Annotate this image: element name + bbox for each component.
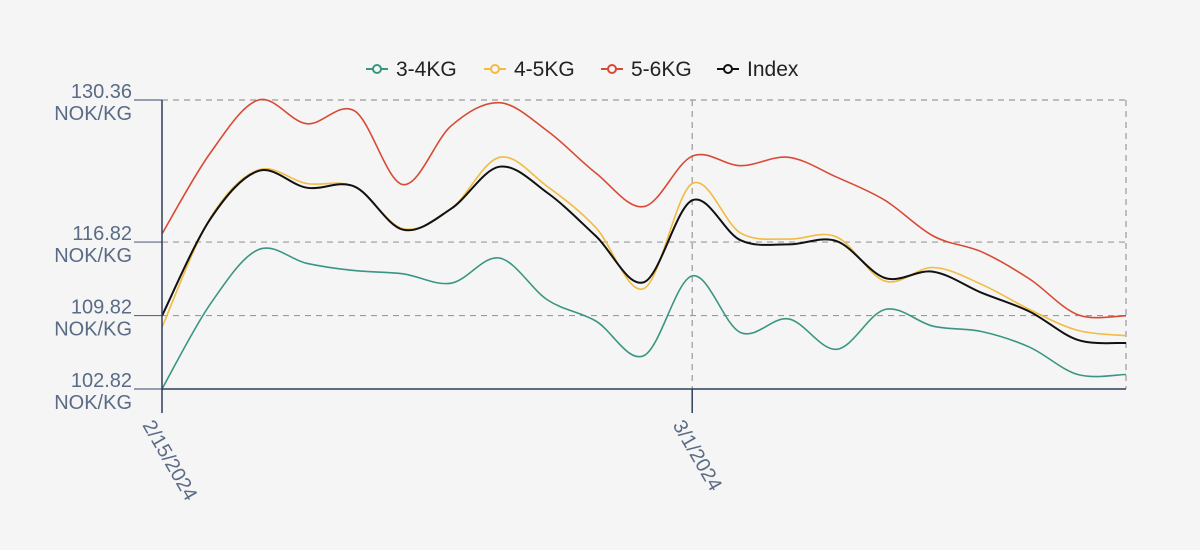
y-tick-label: 109.82 <box>71 297 132 319</box>
legend-item[interactable]: 4-5KG <box>484 58 575 81</box>
legend-item[interactable]: Index <box>717 58 799 81</box>
y-tick-unit: NOK/KG <box>54 319 132 341</box>
legend: 3-4KG 4-5KG 5-6KG Index <box>366 58 799 81</box>
legend-circle-icon <box>723 64 733 74</box>
y-tick-label: 116.82 <box>72 223 132 245</box>
legend-label: 4-5KG <box>514 58 575 81</box>
series-line-4-5kg <box>161 156 1127 337</box>
legend-label: 5-6KG <box>631 58 692 81</box>
y-tick-unit: NOK/KG <box>54 103 132 125</box>
legend-circle-icon <box>372 64 382 74</box>
legend-item[interactable]: 3-4KG <box>366 58 457 81</box>
y-tick-label: 102.82 <box>71 370 132 392</box>
legend-circle-icon <box>490 64 500 74</box>
series-lines <box>161 98 1127 390</box>
y-tick-unit: NOK/KG <box>54 392 132 414</box>
y-tick-label: 130.36 <box>71 81 132 103</box>
x-tick-label: 2/15/2024 <box>138 417 202 505</box>
legend-label: 3-4KG <box>396 58 457 81</box>
series-line-5-6kg <box>161 98 1127 319</box>
legend-label: Index <box>747 58 799 81</box>
series-line-3-4kg <box>161 247 1127 390</box>
x-tick-label: 3/1/2024 <box>668 417 726 495</box>
legend-circle-icon <box>607 64 617 74</box>
axes: 102.82NOK/KG109.82NOK/KG116.82NOK/KG130.… <box>54 81 1126 505</box>
series-line-index <box>161 165 1127 345</box>
grid <box>162 99 1127 389</box>
y-tick-unit: NOK/KG <box>54 245 132 267</box>
legend-item[interactable]: 5-6KG <box>601 58 692 81</box>
